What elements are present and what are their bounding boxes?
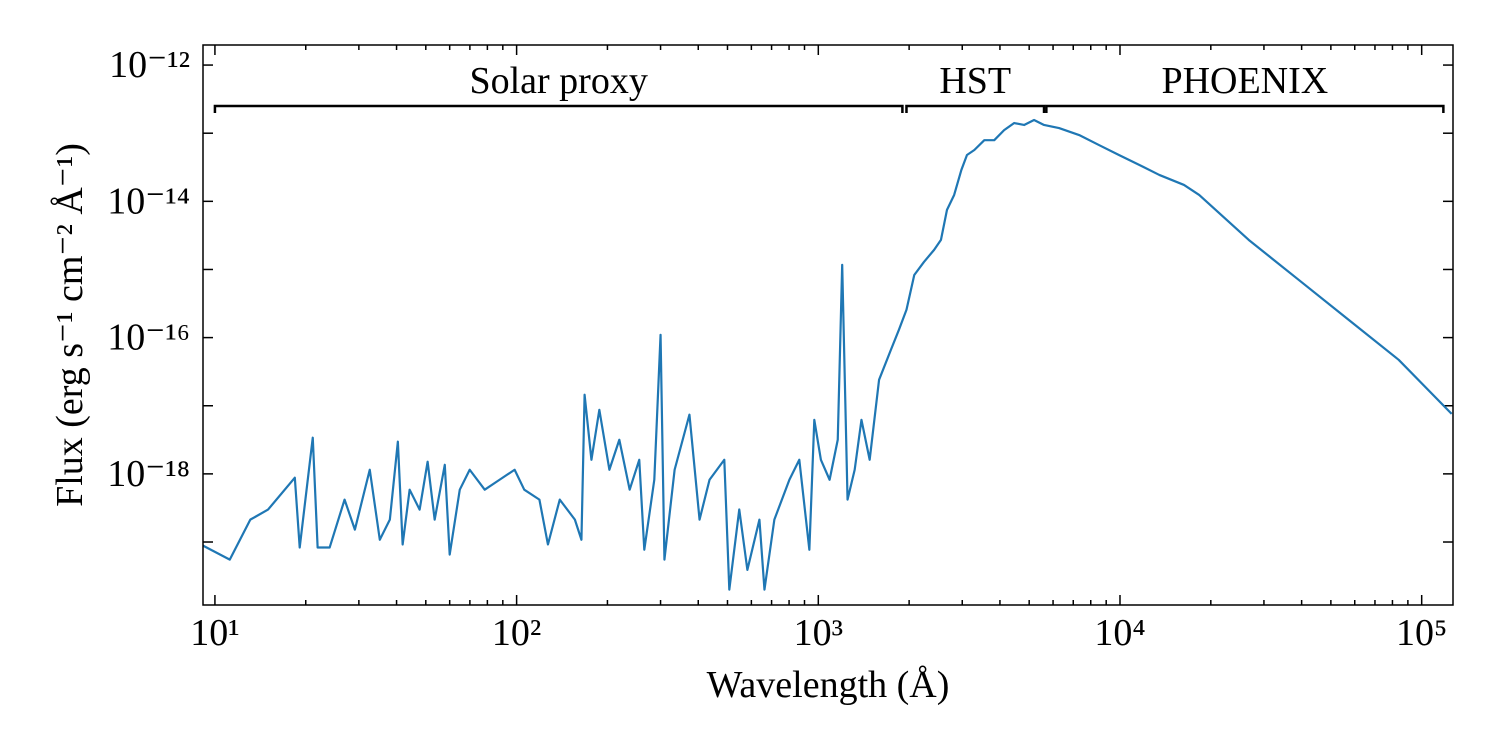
x-axis-label: Wavelength (Å) [707, 664, 950, 706]
spectrum-line [202, 118, 1453, 591]
x-tick-label: 10² [492, 612, 541, 654]
region-bracket [905, 104, 1046, 113]
plot-frame [202, 44, 1454, 606]
y-tick-label: 10⁻¹⁸ [107, 453, 190, 495]
x-tick-label: 10³ [794, 612, 843, 654]
y-tick-label: 10⁻¹⁶ [107, 317, 190, 359]
y-tick-label: 10⁻¹² [109, 44, 190, 86]
x-tick-label: 10⁵ [1396, 612, 1447, 654]
x-tick-label: 10⁴ [1094, 612, 1145, 654]
x-tick-label: 10¹ [190, 612, 239, 654]
region-label: Solar proxy [469, 60, 647, 102]
y-axis-label: Flux (erg s⁻¹ cm⁻² Å⁻¹) [49, 143, 91, 507]
region-bracket [1045, 104, 1445, 113]
region-label: HST [939, 60, 1011, 102]
y-tick-label: 10⁻¹⁴ [107, 180, 190, 222]
region-label: PHOENIX [1161, 60, 1328, 102]
region-bracket [213, 104, 904, 113]
